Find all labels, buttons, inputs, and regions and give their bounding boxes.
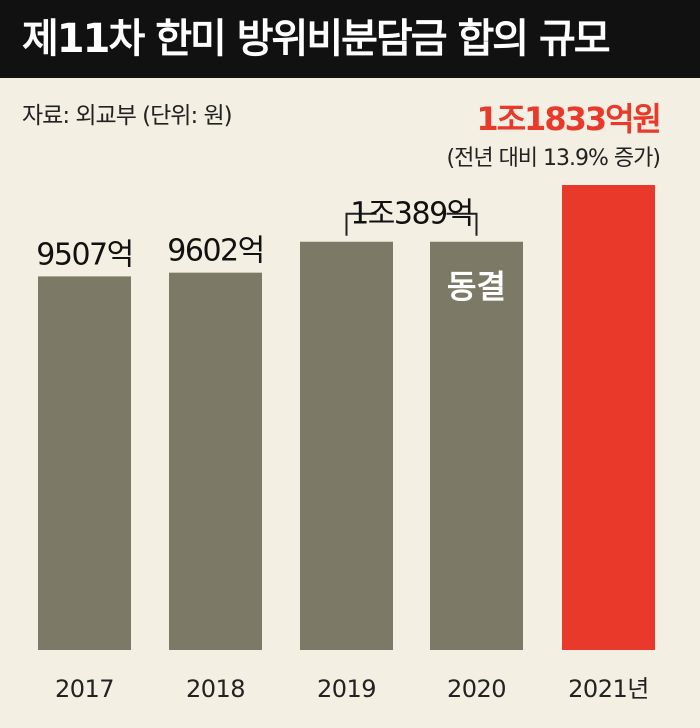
bar-2019: [300, 241, 393, 650]
bracket-connector: [345, 212, 478, 236]
data-label: 1조389억: [350, 197, 473, 232]
x-tick-label: 2020: [447, 675, 506, 703]
source-label: 자료: 외교부 (단위: 원): [22, 103, 233, 129]
chart-title: 제11차 한미 방위비분담금 합의 규모: [22, 16, 611, 62]
freeze-label: 동결: [447, 268, 506, 306]
bar-2018: [169, 272, 262, 650]
data-label: 9602억: [167, 234, 263, 269]
highlight-value: 1조1833억원: [476, 100, 662, 138]
bar-2017: [38, 276, 131, 650]
data-label: 9507억: [36, 237, 132, 272]
title-bar: 제11차 한미 방위비분담금 합의 규모: [0, 0, 700, 78]
x-tick-label: 2021년: [568, 675, 649, 703]
x-tick-label: 2018: [186, 675, 245, 703]
bar-2020: [430, 241, 523, 650]
highlight-note: (전년 대비 13.9% 증가): [446, 146, 661, 171]
x-tick-label: 2019: [317, 675, 376, 703]
bar-2021년: [562, 185, 655, 650]
x-tick-label: 2017: [55, 675, 114, 703]
